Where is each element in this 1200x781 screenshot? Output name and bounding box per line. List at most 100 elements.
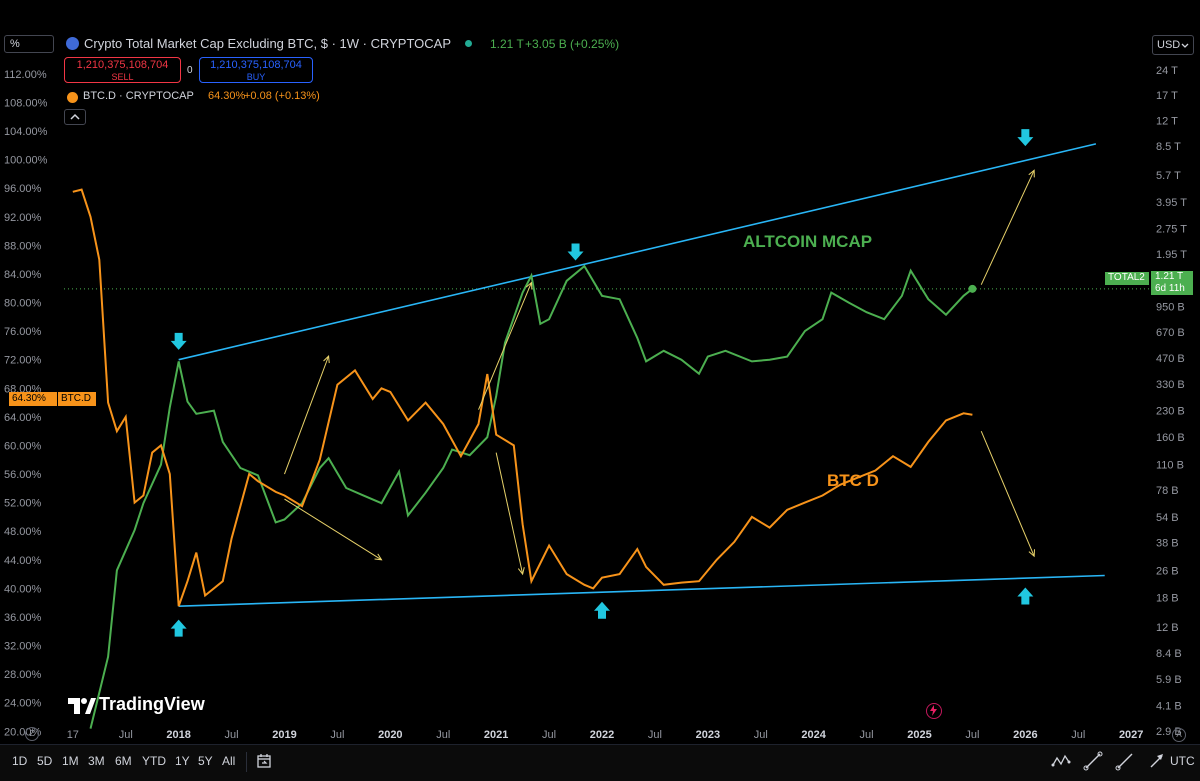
auto-scale-toggle[interactable]: A xyxy=(1172,728,1186,742)
timeframe-1y[interactable]: 1Y xyxy=(175,754,190,768)
left-axis-tick: 40.00% xyxy=(4,583,42,595)
bottom-toolbar xyxy=(0,744,1200,781)
projection-arrow xyxy=(284,355,330,475)
sell-label: SELL xyxy=(111,72,134,82)
timeframe-1m[interactable]: 1M xyxy=(62,754,79,768)
right-axis-tick: 5.7 T xyxy=(1156,170,1181,182)
left-axis-tick: 60.00% xyxy=(4,440,42,452)
secondary-symbol-title[interactable]: BTC.D · CRYPTOCAP xyxy=(83,90,194,102)
tradingview-logo-text: TradingView xyxy=(99,694,205,714)
symbol-title[interactable]: Crypto Total Market Cap Excluding BTC, $… xyxy=(84,36,452,51)
scale-mode-toggle[interactable]: % xyxy=(4,35,54,53)
lightning-icon[interactable] xyxy=(926,703,942,719)
calendar-goto-icon[interactable] xyxy=(255,752,273,770)
tradingview-logo-icon xyxy=(68,698,96,714)
x-axis-tick: Jul xyxy=(754,729,768,741)
left-axis-tick: 52.00% xyxy=(4,498,42,510)
timeframe-5d[interactable]: 5D xyxy=(37,754,53,768)
market-open-dot-icon xyxy=(465,40,472,47)
marker-arrow-up-icon xyxy=(1017,587,1034,605)
timeframe-all[interactable]: All xyxy=(222,754,236,768)
trendline-upper xyxy=(178,143,1097,361)
left-axis-tick: 56.00% xyxy=(4,469,42,481)
x-axis-tick: 2020 xyxy=(378,729,402,741)
projection-arrow xyxy=(478,281,533,410)
right-axis-tick: 12 T xyxy=(1156,116,1178,128)
chevron-up-icon[interactable] xyxy=(64,109,86,125)
right-axis-tick: 1.95 T xyxy=(1156,249,1187,261)
trend-line-tool-icon[interactable] xyxy=(1082,750,1104,772)
left-axis-tick: 36.00% xyxy=(4,612,42,624)
left-axis: 112.00% 108.00% 104.00% 100.00% 96.00% 92.00%… xyxy=(4,69,48,738)
right-axis-tick: 18 B xyxy=(1156,592,1179,604)
x-axis-tick: 2019 xyxy=(272,729,296,741)
left-axis-tick: 32.00% xyxy=(4,641,42,653)
trendlines xyxy=(178,143,1105,608)
buy-label: BUY xyxy=(246,72,266,82)
projection-arrow xyxy=(284,498,383,561)
pivot-markers xyxy=(170,129,1034,637)
timezone-label[interactable]: UTC xyxy=(1170,754,1195,768)
header-price: 1.21 T xyxy=(490,37,524,51)
bar-countdown-badge: 6d 11h xyxy=(1151,283,1193,295)
currency-value: USD xyxy=(1157,39,1181,51)
right-axis-tick: 24 T xyxy=(1156,65,1178,77)
right-axis-tick: 5.9 B xyxy=(1156,674,1182,686)
currency-selector[interactable]: USD xyxy=(1152,35,1194,55)
trendline-lower xyxy=(178,574,1105,608)
left-axis-tick: 100.00% xyxy=(4,155,48,167)
x-axis-tick: 2026 xyxy=(1013,729,1037,741)
right-axis-tick: 2.75 T xyxy=(1156,224,1187,236)
spread-value: 0 xyxy=(187,65,193,76)
left-axis-tick: 24.00% xyxy=(4,698,42,710)
timeframe-5y[interactable]: 5Y xyxy=(198,754,213,768)
ray-tool-icon[interactable] xyxy=(1114,750,1136,772)
timeframe-3m[interactable]: 3M xyxy=(88,754,105,768)
x-axis-tick: Jul xyxy=(436,729,450,741)
chevron-down-icon xyxy=(1181,43,1189,48)
drawing-tools-icons xyxy=(1050,750,1170,774)
projection-arrow xyxy=(980,430,1036,558)
pattern-tool-icon[interactable] xyxy=(1050,750,1072,772)
zoom-reset-icon[interactable]: Z xyxy=(25,727,39,741)
right-axis-tick: 670 B xyxy=(1156,327,1185,339)
marker-arrow-up-icon xyxy=(170,619,187,637)
projection-arrow xyxy=(495,452,525,576)
header-change: +3.05 B (+0.25%) xyxy=(525,37,620,51)
x-axis-tick: Jul xyxy=(542,729,556,741)
sell-button[interactable]: 1,210,375,108,704 SELL xyxy=(64,57,181,83)
x-axis-tick: Jul xyxy=(965,729,979,741)
right-axis-tick: 17 T xyxy=(1156,90,1178,102)
marker-arrow-down-icon xyxy=(567,243,584,261)
btcd-logo-icon xyxy=(67,92,78,103)
timeframe-6m[interactable]: 6M xyxy=(115,754,132,768)
left-axis-tick: 64.00% xyxy=(4,412,42,424)
right-axis-tick: 54 B xyxy=(1156,512,1179,524)
separator xyxy=(246,752,247,772)
buy-button[interactable]: 1,210,375,108,704 BUY xyxy=(199,57,313,83)
right-axis-tick: 110 B xyxy=(1156,460,1184,472)
btcd-price-badge: 64.30% xyxy=(9,392,57,406)
symbol-logo-icon xyxy=(66,37,79,50)
projection-arrows xyxy=(284,169,1036,576)
left-axis-tick: 96.00% xyxy=(4,183,42,195)
left-axis-tick: 28.00% xyxy=(4,669,42,681)
buy-price: 1,210,375,108,704 xyxy=(210,59,302,71)
left-axis-tick: 112.00% xyxy=(4,69,47,81)
timeframe-ytd[interactable]: YTD xyxy=(142,754,166,768)
altcoin-annotation-label: ALTCOIN MCAP xyxy=(743,232,872,251)
secondary-change: +0.08 (+0.13%) xyxy=(244,90,320,102)
right-axis-tick: 26 B xyxy=(1156,565,1179,577)
timeframe-1d[interactable]: 1D xyxy=(12,754,28,768)
x-axis-tick: 17 xyxy=(67,729,79,741)
x-axis-tick: 2024 xyxy=(801,729,826,741)
altcoin-last-point xyxy=(968,284,977,293)
marker-arrow-down-icon xyxy=(1017,129,1034,147)
left-axis-tick: 84.00% xyxy=(4,269,42,281)
left-axis-tick: 76.00% xyxy=(4,326,42,338)
arrow-tool-icon[interactable] xyxy=(1146,750,1168,772)
series-line-altcoin xyxy=(89,264,974,729)
x-axis-tick: 2018 xyxy=(166,729,190,741)
btcd-name-badge: BTC.D xyxy=(58,392,96,406)
